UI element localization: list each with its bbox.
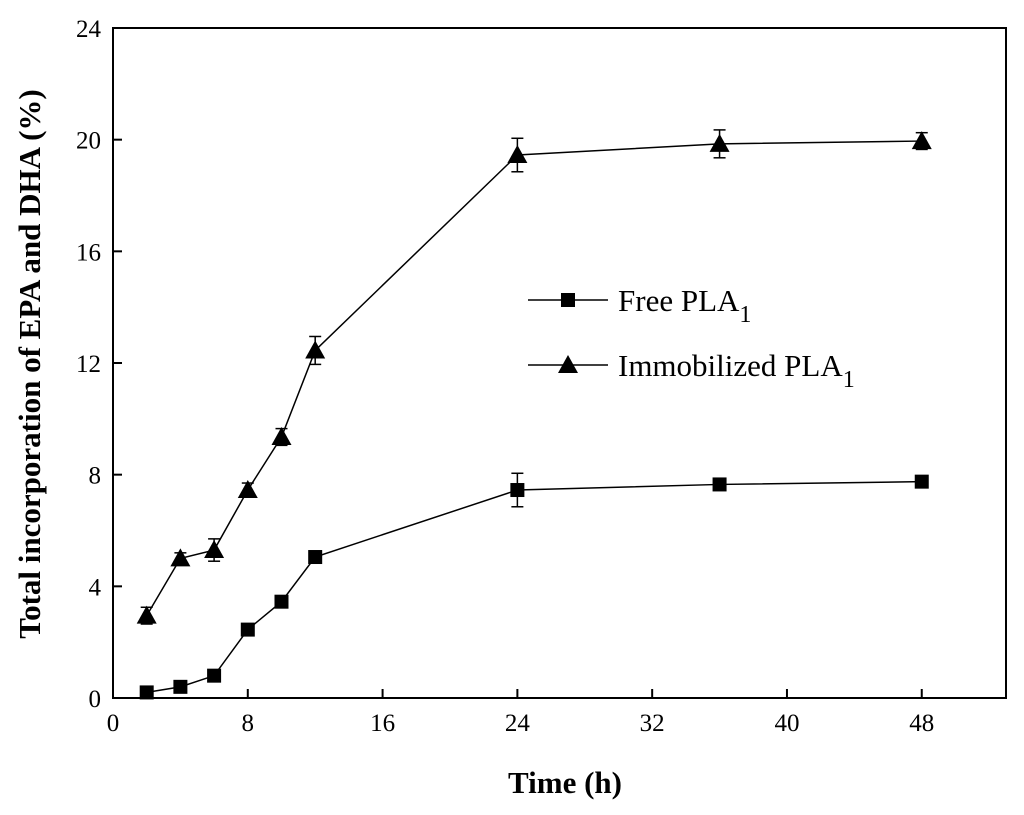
y-tick-label: 4	[89, 574, 102, 601]
data-point	[507, 145, 528, 164]
series-triangle	[136, 129, 932, 625]
data-point	[308, 550, 323, 565]
data-point	[173, 679, 188, 694]
x-tick-label: 16	[370, 710, 395, 737]
plot-frame	[112, 27, 1007, 699]
x-tick-label: 24	[505, 710, 531, 737]
series-layer	[136, 129, 932, 700]
series-line	[146, 480, 922, 694]
legend-label: Free PLA1	[618, 283, 751, 328]
legend: Free PLA1 Immobilized PLA1	[528, 283, 855, 393]
y-tick-label: 20	[76, 128, 101, 155]
data-point	[914, 474, 929, 489]
legend-label: Immobilized PLA1	[618, 348, 855, 393]
data-point	[207, 668, 222, 683]
x-tick-label: 8	[242, 710, 255, 737]
legend-marker	[558, 355, 578, 373]
legend-item: Immobilized PLA1	[528, 348, 855, 393]
x-axis-title: Time (h)	[508, 765, 622, 800]
data-point	[204, 540, 225, 559]
y-tick-label: 8	[89, 463, 102, 490]
y-axis-title: Total incorporation of EPA and DHA (%)	[12, 89, 47, 638]
x-tick-label: 0	[107, 710, 120, 737]
x-tick-label: 32	[640, 710, 665, 737]
x-tick-label: 48	[909, 710, 934, 737]
data-point	[510, 483, 525, 498]
data-point	[274, 594, 289, 609]
y-tick-label: 0	[89, 686, 102, 713]
series-square	[139, 472, 929, 700]
data-point	[170, 548, 191, 567]
y-tick-label: 16	[76, 239, 101, 266]
data-point	[237, 480, 258, 499]
y-tick-label: 24	[76, 16, 102, 43]
data-point	[305, 340, 326, 359]
x-tick-label: 40	[774, 710, 799, 737]
data-point	[136, 605, 157, 624]
data-point	[911, 131, 932, 150]
legend-item: Free PLA1	[528, 283, 751, 328]
legend-marker	[561, 293, 575, 307]
data-point	[139, 685, 154, 700]
data-point	[709, 133, 730, 152]
y-tick-label: 12	[76, 351, 101, 378]
data-point	[712, 477, 727, 492]
data-point	[271, 426, 292, 445]
data-point	[240, 622, 255, 637]
